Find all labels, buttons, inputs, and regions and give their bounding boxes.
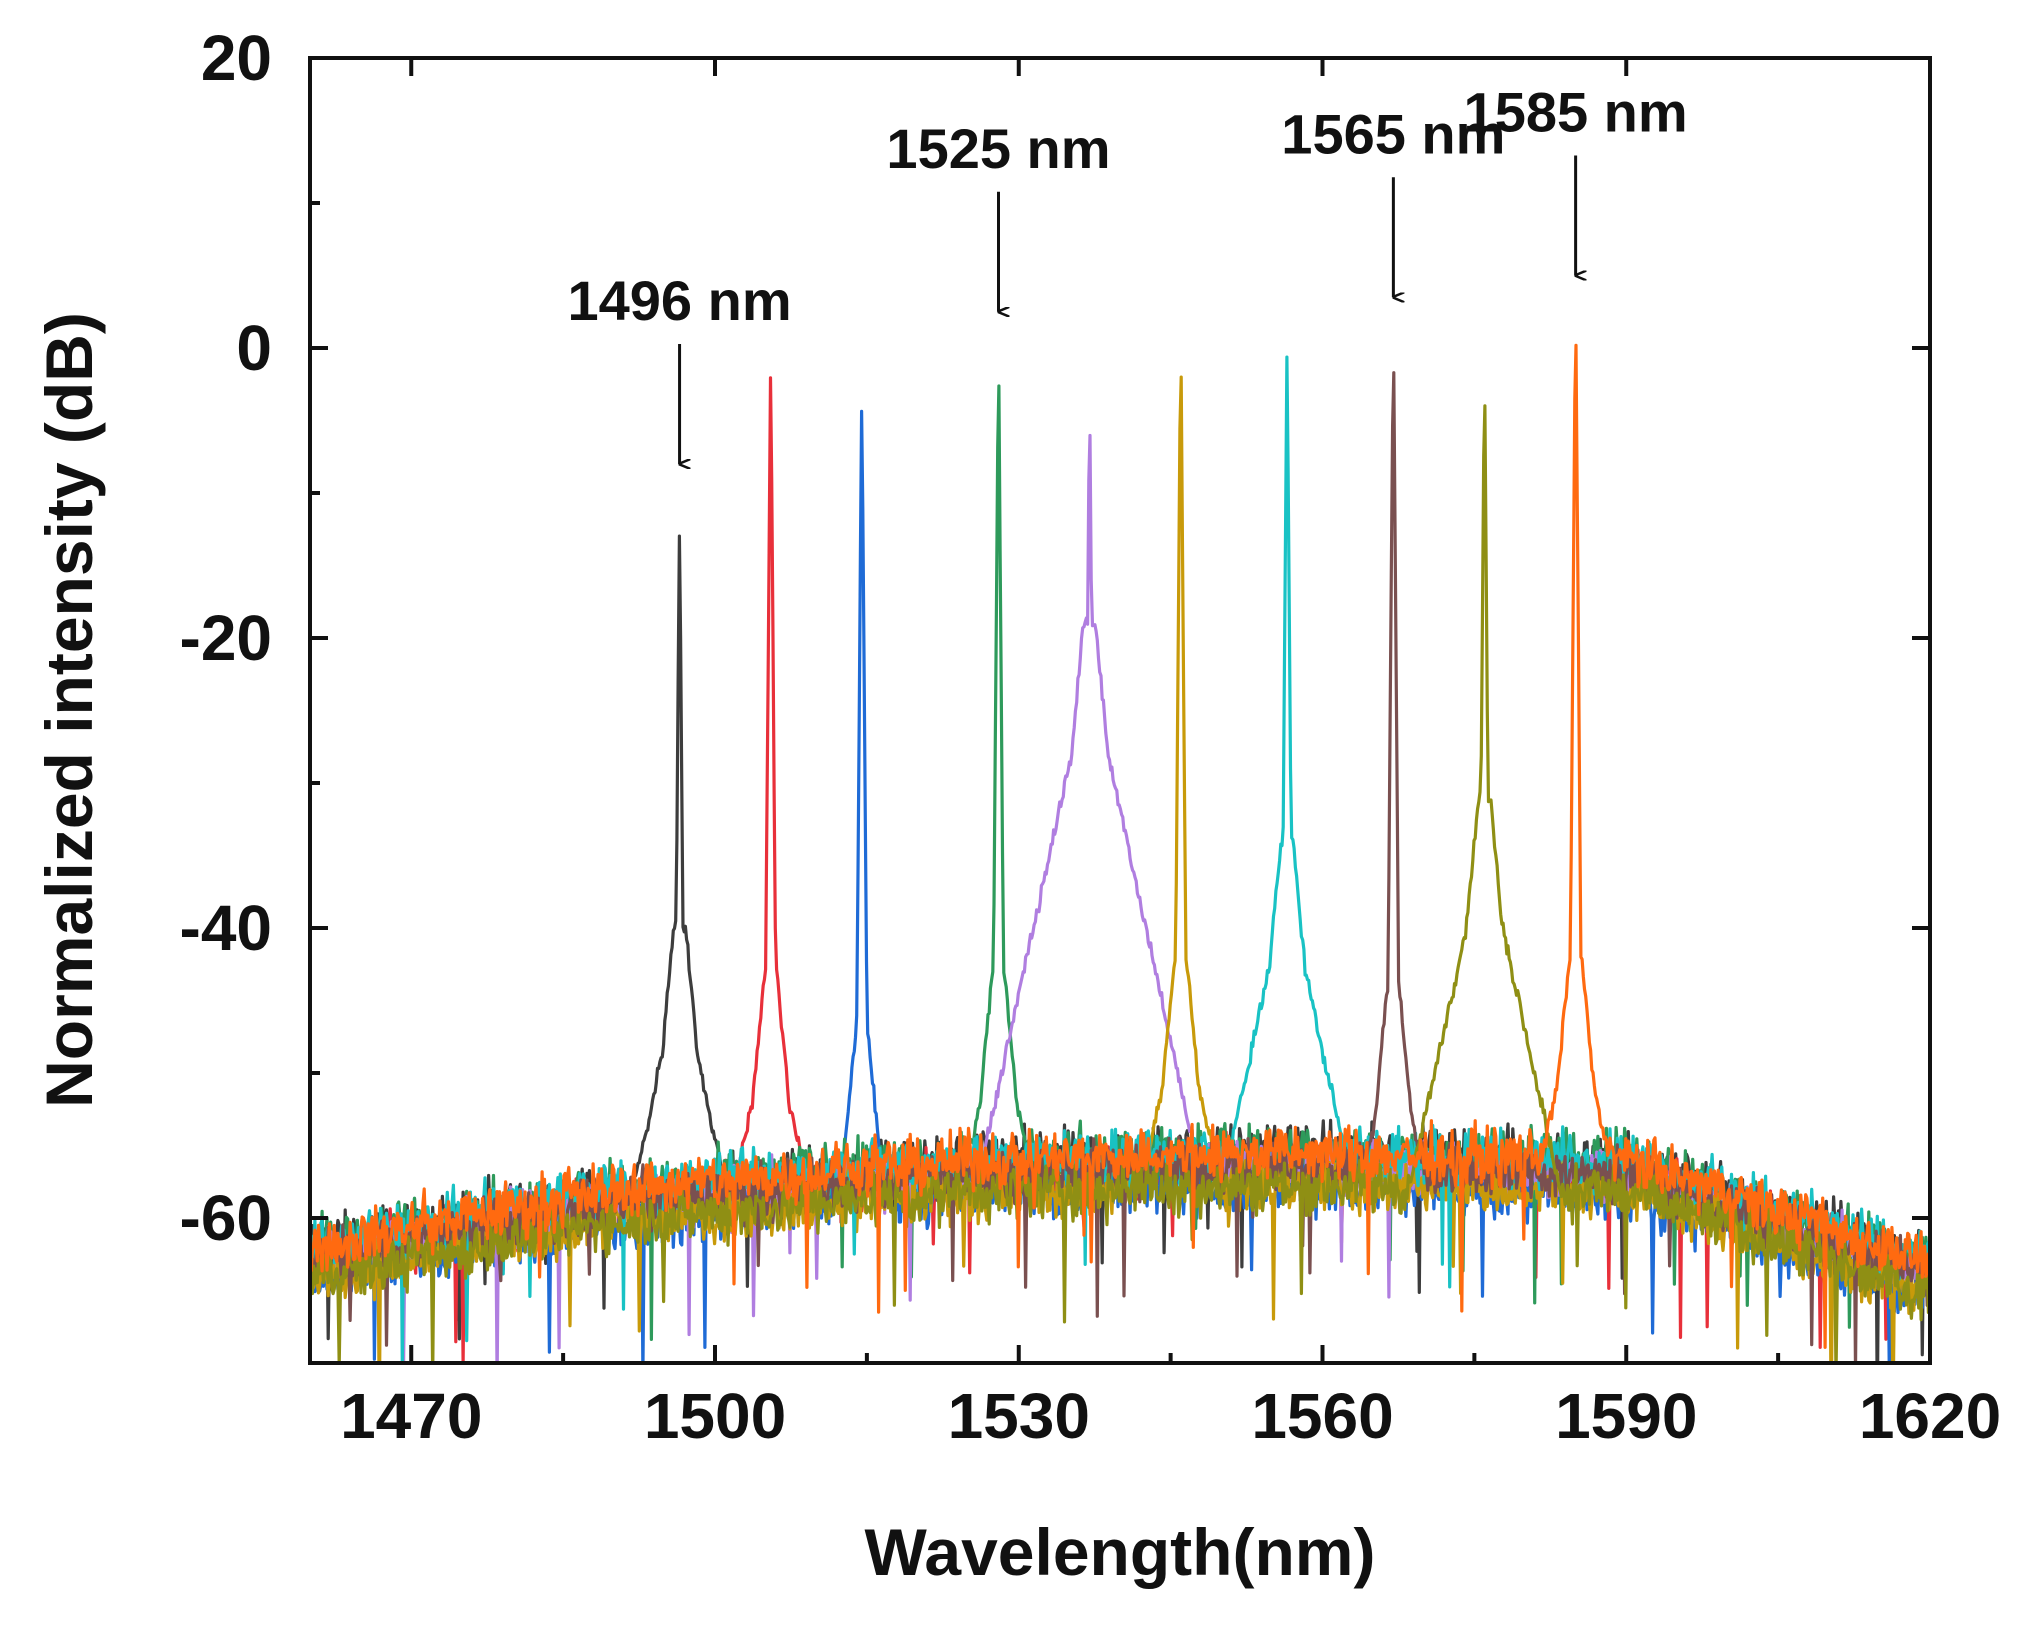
- x-tick-label: 1530: [948, 1380, 1090, 1452]
- x-tick-label: 1620: [1859, 1380, 2001, 1452]
- y-tick-label: -20: [180, 602, 273, 674]
- y-tick-label: 0: [236, 312, 272, 384]
- y-tick-label: -60: [180, 1182, 273, 1254]
- annotation-label: 1585 nm: [1464, 81, 1688, 144]
- annotation-label: 1525 nm: [886, 117, 1110, 180]
- y-tick-label: -40: [180, 892, 273, 964]
- plot-frame: [308, 56, 1932, 1365]
- spectrum-line: [310, 375, 1930, 1363]
- series-layer: [310, 343, 1930, 1363]
- x-tick-label: 1500: [644, 1380, 786, 1452]
- x-tick-label: 1470: [340, 1380, 482, 1452]
- x-tick-label: 1590: [1555, 1380, 1697, 1452]
- y-axis-title: Normalized intensity (dB): [32, 312, 106, 1108]
- tick-layer: 1470 1500 1530 1560 1590 1620 -60 -40 -20 0 20: [180, 22, 2002, 1452]
- x-axis-title: Wavelength(nm): [865, 1515, 1376, 1589]
- annotation-label: 1565 nm: [1281, 102, 1505, 165]
- spectrum-line: [310, 404, 1930, 1363]
- x-tick-label: 1560: [1251, 1380, 1393, 1452]
- spectrum-line: [310, 534, 1930, 1363]
- spectrum-line: [310, 343, 1930, 1349]
- annotation-label: 1496 nm: [567, 269, 791, 332]
- y-tick-label: 20: [201, 22, 272, 94]
